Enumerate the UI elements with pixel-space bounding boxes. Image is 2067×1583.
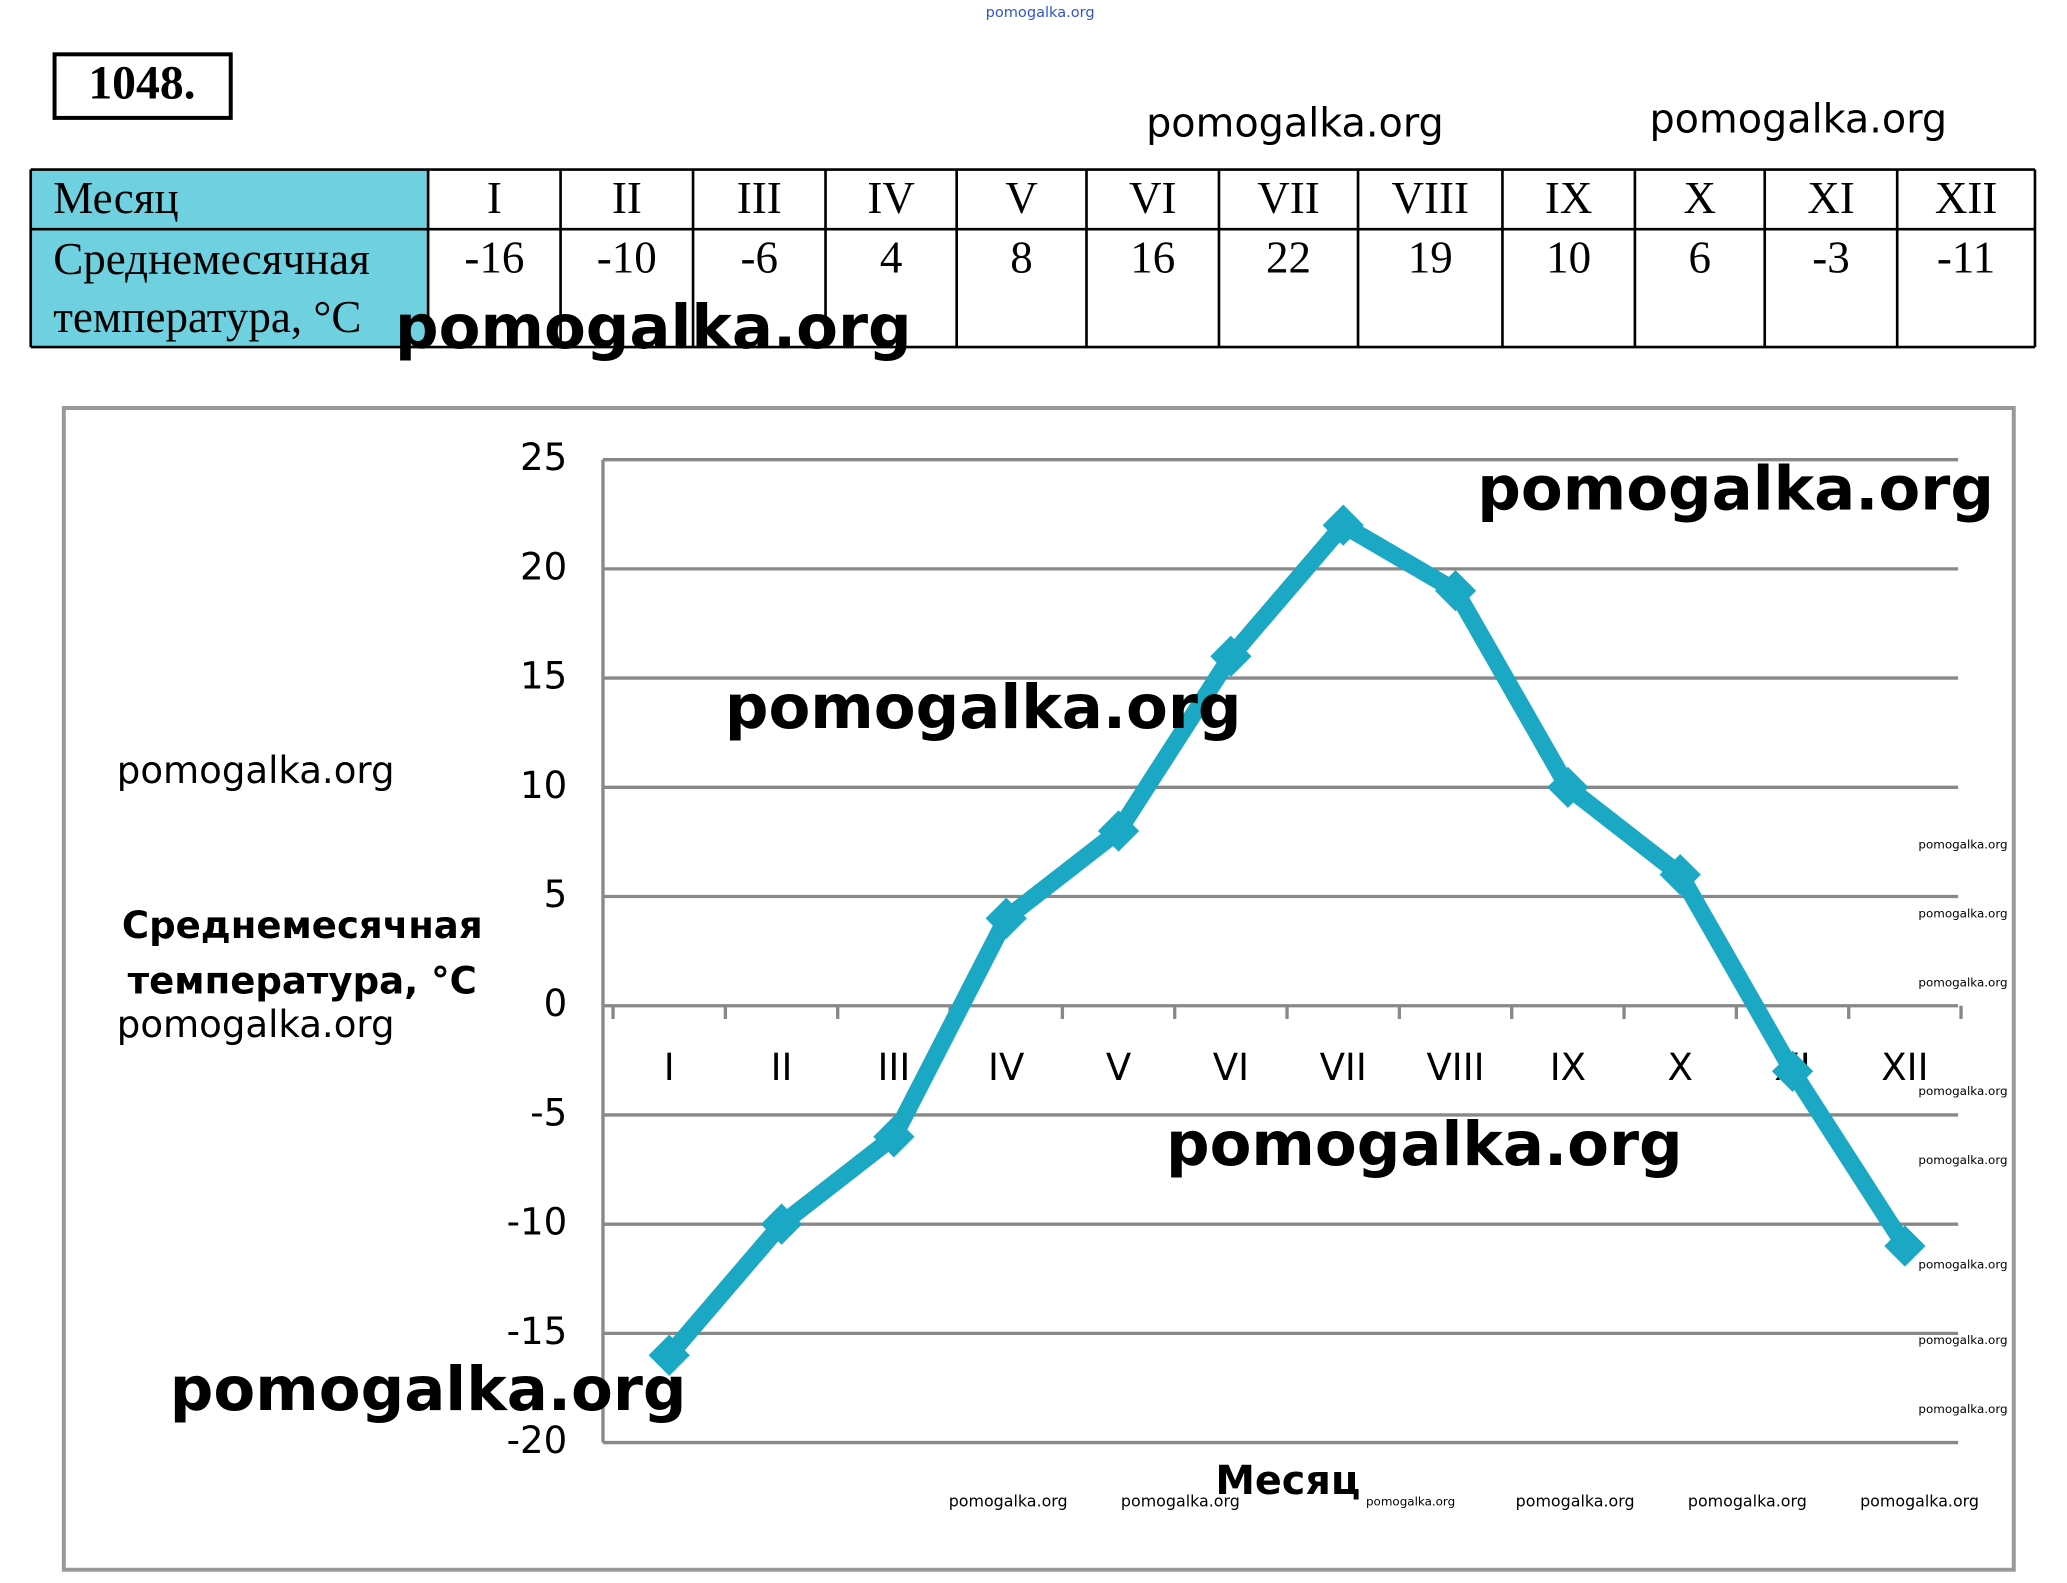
watermark: pomogalka.org	[1918, 1153, 2007, 1167]
table-cell: -11	[1937, 233, 1995, 283]
watermark: pomogalka.org	[395, 292, 912, 363]
x-tick-label: V	[1106, 1046, 1132, 1089]
table-header: VIII	[1392, 173, 1469, 223]
row-label: Среднемесячная	[53, 234, 370, 284]
watermark: pomogalka.org	[1166, 1109, 1683, 1180]
watermark: pomogalka.org	[170, 1354, 687, 1425]
table-header: Месяц	[53, 173, 178, 223]
x-tick-label: I	[664, 1046, 675, 1089]
table-header: XII	[1935, 173, 1998, 223]
y-tick-label: 20	[520, 545, 567, 588]
table-cell: 22	[1266, 233, 1311, 283]
data-point	[1659, 854, 1701, 896]
watermark: pomogalka.org	[1516, 1492, 1635, 1511]
table-header: II	[612, 173, 642, 223]
watermark: pomogalka.org	[1918, 1084, 2007, 1098]
table-header: III	[737, 173, 782, 223]
data-point	[1771, 1050, 1814, 1092]
table-cell: 10	[1546, 233, 1591, 283]
table-cell: 16	[1130, 233, 1175, 283]
x-tick-label: IV	[988, 1046, 1025, 1089]
watermark: pomogalka.org	[1146, 100, 1444, 146]
table-header: VII	[1257, 173, 1319, 223]
x-tick-label: X	[1668, 1046, 1693, 1089]
row-label: температура, °C	[53, 292, 361, 342]
watermark: pomogalka.org	[949, 1492, 1068, 1511]
table-cell: 4	[880, 233, 903, 283]
y-tick-label: 10	[520, 764, 567, 807]
table-header: IX	[1545, 173, 1593, 223]
watermark: pomogalka.org	[1366, 1495, 1455, 1509]
y-tick-label: -10	[507, 1201, 568, 1244]
y-axis-label: Среднемесячная	[122, 904, 483, 947]
table-header: X	[1684, 173, 1717, 223]
y-tick-label: -15	[507, 1310, 568, 1353]
x-tick-label: III	[877, 1046, 910, 1089]
table-cell: 8	[1010, 233, 1033, 283]
table-cell: 6	[1689, 233, 1712, 283]
watermark: pomogalka.org	[117, 1003, 395, 1046]
label-column	[30, 169, 429, 348]
watermark: pomogalka.org	[1649, 96, 1947, 142]
table-cell: -16	[464, 233, 524, 283]
watermark: pomogalka.org	[725, 672, 1242, 743]
y-axis-label: температура, °C	[128, 959, 477, 1002]
y-tick-label: 25	[520, 436, 567, 479]
x-tick-label: VIII	[1426, 1046, 1484, 1089]
watermark: pomogalka.org	[1918, 1402, 2007, 1416]
watermark: pomogalka.org	[1477, 453, 1994, 524]
number-box	[52, 52, 233, 120]
table-header: XI	[1807, 173, 1855, 223]
x-axis-label: Месяц	[1215, 1458, 1360, 1504]
chart-frame	[61, 406, 2016, 1572]
data-line	[662, 516, 1913, 1361]
watermark: pomogalka.org	[1918, 838, 2007, 852]
table-cell: 19	[1408, 233, 1453, 283]
x-tick-label: XII	[1881, 1046, 1928, 1089]
table-header: V	[1005, 173, 1038, 223]
y-tick-label: -20	[507, 1419, 568, 1462]
y-tick-label: 0	[544, 982, 568, 1025]
y-tick-label: -5	[530, 1091, 567, 1134]
table-header: IV	[867, 173, 915, 223]
x-tick-label: II	[771, 1046, 793, 1089]
y-tick-label: 15	[520, 655, 567, 698]
watermark: pomogalka.org	[117, 749, 395, 792]
watermark: pomogalka.org	[1918, 1258, 2007, 1272]
problem-number: 1048.	[88, 57, 195, 109]
watermark: pomogalka.org	[1688, 1492, 1807, 1511]
watermark: pomogalka.org	[1918, 907, 2007, 921]
table-header: I	[487, 173, 502, 223]
table-cell: -10	[597, 233, 657, 283]
watermark: pomogalka.org	[1918, 1333, 2007, 1347]
x-tick-label: VII	[1320, 1046, 1367, 1089]
watermark: pomogalka.org	[986, 4, 1095, 21]
y-tick-label: 5	[544, 873, 568, 916]
watermark: pomogalka.org	[1918, 975, 2007, 989]
x-tick-label: VI	[1213, 1046, 1249, 1089]
data-point	[1322, 504, 1364, 546]
x-tick-label: IX	[1550, 1046, 1586, 1089]
table-cell: -6	[741, 233, 779, 283]
watermark: pomogalka.org	[1121, 1492, 1240, 1511]
watermark: pomogalka.org	[1860, 1492, 1979, 1511]
table-cell: -3	[1812, 233, 1850, 283]
data-point	[1434, 570, 1477, 612]
table-header: VI	[1129, 173, 1177, 223]
